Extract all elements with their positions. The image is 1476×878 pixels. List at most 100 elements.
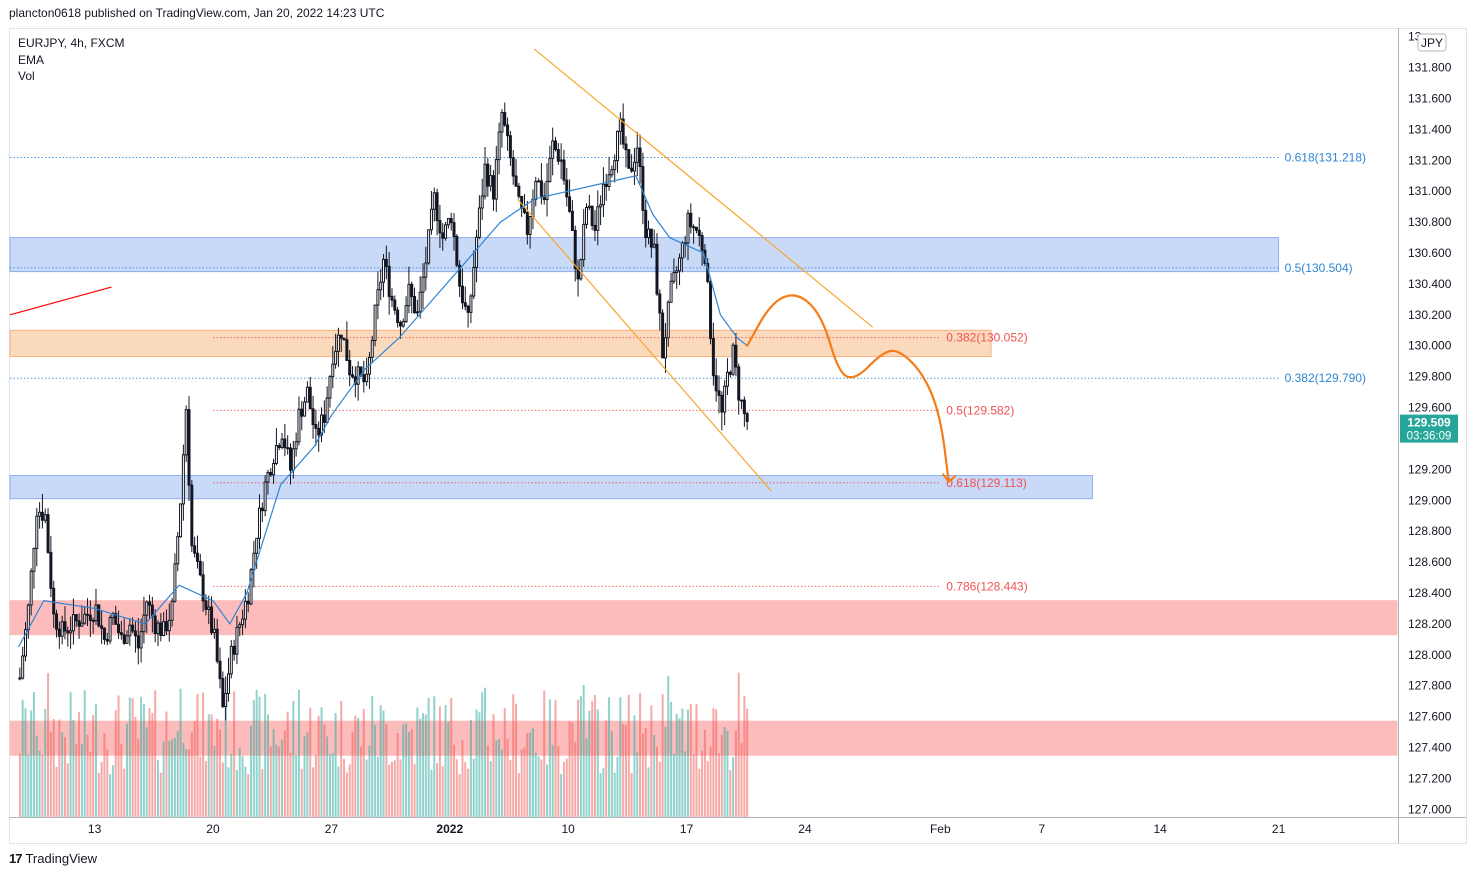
candle[interactable]: [652, 229, 656, 249]
candle[interactable]: [506, 117, 510, 151]
candle[interactable]: [74, 614, 78, 627]
candle[interactable]: [737, 363, 741, 415]
candle[interactable]: [539, 163, 543, 205]
candle[interactable]: [122, 618, 126, 645]
candle[interactable]: [52, 580, 56, 628]
candle[interactable]: [421, 263, 425, 310]
candle[interactable]: [339, 334, 343, 353]
candle[interactable]: [663, 322, 667, 373]
candle[interactable]: [24, 622, 28, 662]
candle[interactable]: [336, 327, 340, 367]
candle[interactable]: [661, 309, 665, 359]
volume-indicator-label[interactable]: Vol: [18, 69, 35, 83]
candle[interactable]: [207, 595, 211, 625]
candle[interactable]: [170, 597, 174, 627]
zone-blue-2[interactable]: [9, 475, 1094, 500]
candle[interactable]: [105, 632, 109, 646]
candle[interactable]: [294, 432, 298, 457]
channel-line-1[interactable]: [516, 198, 772, 492]
candle[interactable]: [590, 205, 594, 231]
candle[interactable]: [528, 215, 532, 249]
candle[interactable]: [238, 621, 242, 637]
zone-blue-0[interactable]: [9, 237, 1280, 273]
candle[interactable]: [384, 245, 388, 280]
candle[interactable]: [520, 195, 524, 217]
candle[interactable]: [156, 620, 160, 647]
candle[interactable]: [235, 615, 239, 665]
candle[interactable]: [289, 443, 293, 485]
candle[interactable]: [215, 618, 219, 664]
candle[interactable]: [100, 610, 104, 644]
candle[interactable]: [531, 189, 535, 230]
candle[interactable]: [187, 396, 191, 501]
candle[interactable]: [511, 150, 515, 185]
candle[interactable]: [269, 467, 273, 477]
candle[interactable]: [641, 152, 645, 225]
candle[interactable]: [229, 639, 233, 679]
candle[interactable]: [60, 615, 64, 645]
candle[interactable]: [283, 423, 287, 457]
candle[interactable]: [714, 358, 718, 402]
candle[interactable]: [108, 615, 112, 645]
candle[interactable]: [272, 458, 276, 484]
candle[interactable]: [618, 112, 622, 145]
candle[interactable]: [32, 547, 36, 589]
candle[interactable]: [367, 351, 371, 390]
candle[interactable]: [184, 405, 188, 463]
candle[interactable]: [694, 226, 698, 234]
candle[interactable]: [534, 176, 538, 207]
candle[interactable]: [46, 508, 50, 554]
candle[interactable]: [218, 647, 222, 689]
candle[interactable]: [517, 182, 521, 199]
candle[interactable]: [655, 233, 659, 296]
candle[interactable]: [435, 188, 439, 236]
candle[interactable]: [551, 127, 555, 176]
candle[interactable]: [689, 203, 693, 234]
candle[interactable]: [97, 604, 101, 628]
candle[interactable]: [303, 396, 307, 417]
candle[interactable]: [86, 598, 90, 627]
candle[interactable]: [500, 109, 504, 148]
candle[interactable]: [181, 444, 185, 521]
candle[interactable]: [731, 342, 735, 377]
candle[interactable]: [370, 335, 374, 364]
candle[interactable]: [596, 190, 600, 246]
candle[interactable]: [542, 182, 546, 205]
candle[interactable]: [328, 374, 332, 408]
candle[interactable]: [317, 421, 321, 452]
candle[interactable]: [305, 381, 309, 403]
candle[interactable]: [610, 165, 614, 178]
candle[interactable]: [649, 228, 653, 258]
candle[interactable]: [21, 646, 25, 680]
candle[interactable]: [198, 553, 202, 577]
candle[interactable]: [260, 502, 264, 523]
candle[interactable]: [489, 165, 493, 192]
projection-path[interactable]: [746, 294, 950, 483]
candle[interactable]: [212, 618, 216, 639]
candle[interactable]: [692, 224, 696, 244]
candle[interactable]: [644, 199, 648, 248]
candle[interactable]: [401, 318, 405, 328]
candle[interactable]: [503, 102, 507, 127]
candle[interactable]: [35, 507, 39, 567]
candle[interactable]: [102, 627, 106, 645]
candle[interactable]: [582, 209, 586, 267]
candle[interactable]: [173, 553, 177, 603]
candle[interactable]: [466, 304, 470, 328]
candle[interactable]: [274, 428, 278, 466]
candle[interactable]: [376, 271, 380, 320]
zone-red-4[interactable]: [9, 720, 1398, 756]
candle[interactable]: [393, 295, 397, 315]
candle[interactable]: [415, 299, 419, 317]
candle[interactable]: [514, 158, 518, 187]
candle[interactable]: [635, 131, 639, 177]
candle[interactable]: [382, 253, 386, 298]
candle[interactable]: [18, 667, 22, 681]
candle[interactable]: [153, 609, 157, 643]
candle[interactable]: [71, 598, 75, 645]
candle[interactable]: [139, 618, 143, 663]
candle[interactable]: [723, 380, 727, 426]
red-trend-line[interactable]: [9, 286, 112, 316]
candle[interactable]: [179, 503, 183, 538]
